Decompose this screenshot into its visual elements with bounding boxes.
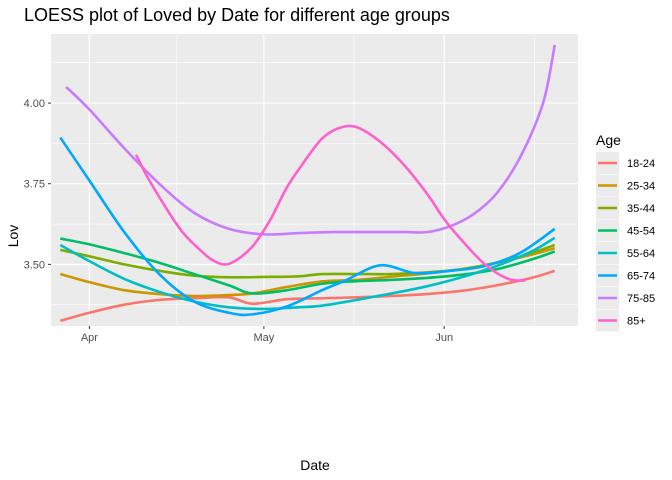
legend-label: 45-54: [627, 226, 655, 238]
series-line-75-85: [65, 44, 557, 236]
legend: Age 18-24 25-34 35-44 45-54 55-64 65-74 75-85 8…: [596, 132, 655, 332]
legend-label: 65-74: [627, 271, 655, 283]
x-tick-label: Jun: [435, 332, 453, 344]
chart-title: LOESS plot of Loved by Date for differen…: [24, 5, 450, 25]
legend-title: Age: [596, 132, 621, 148]
x-axis: Apr May Jun: [81, 326, 453, 344]
y-tick-label: 3.50: [24, 259, 45, 271]
legend-label: 75-85: [627, 293, 655, 305]
series-lines: [59, 44, 557, 323]
x-axis-title: Date: [300, 457, 330, 473]
plot-panel: [51, 34, 578, 326]
series-line-85+: [134, 124, 526, 282]
legend-label: 25-34: [627, 181, 655, 193]
legend-label: 55-64: [627, 248, 655, 260]
y-tick-label: 3.75: [24, 179, 45, 191]
legend-label: 35-44: [627, 203, 655, 215]
x-tick-label: May: [254, 332, 275, 344]
x-tick-label: Apr: [81, 332, 98, 344]
y-axis-title: Lov: [5, 225, 21, 248]
y-tick-label: 4.00: [24, 98, 45, 110]
legend-label: 85+: [627, 316, 646, 328]
series-line-65-74: [59, 136, 556, 317]
series-line-55-64: [59, 236, 556, 311]
legend-label: 18-24: [627, 158, 655, 170]
y-axis: 3.50 3.75 4.00: [24, 98, 51, 271]
